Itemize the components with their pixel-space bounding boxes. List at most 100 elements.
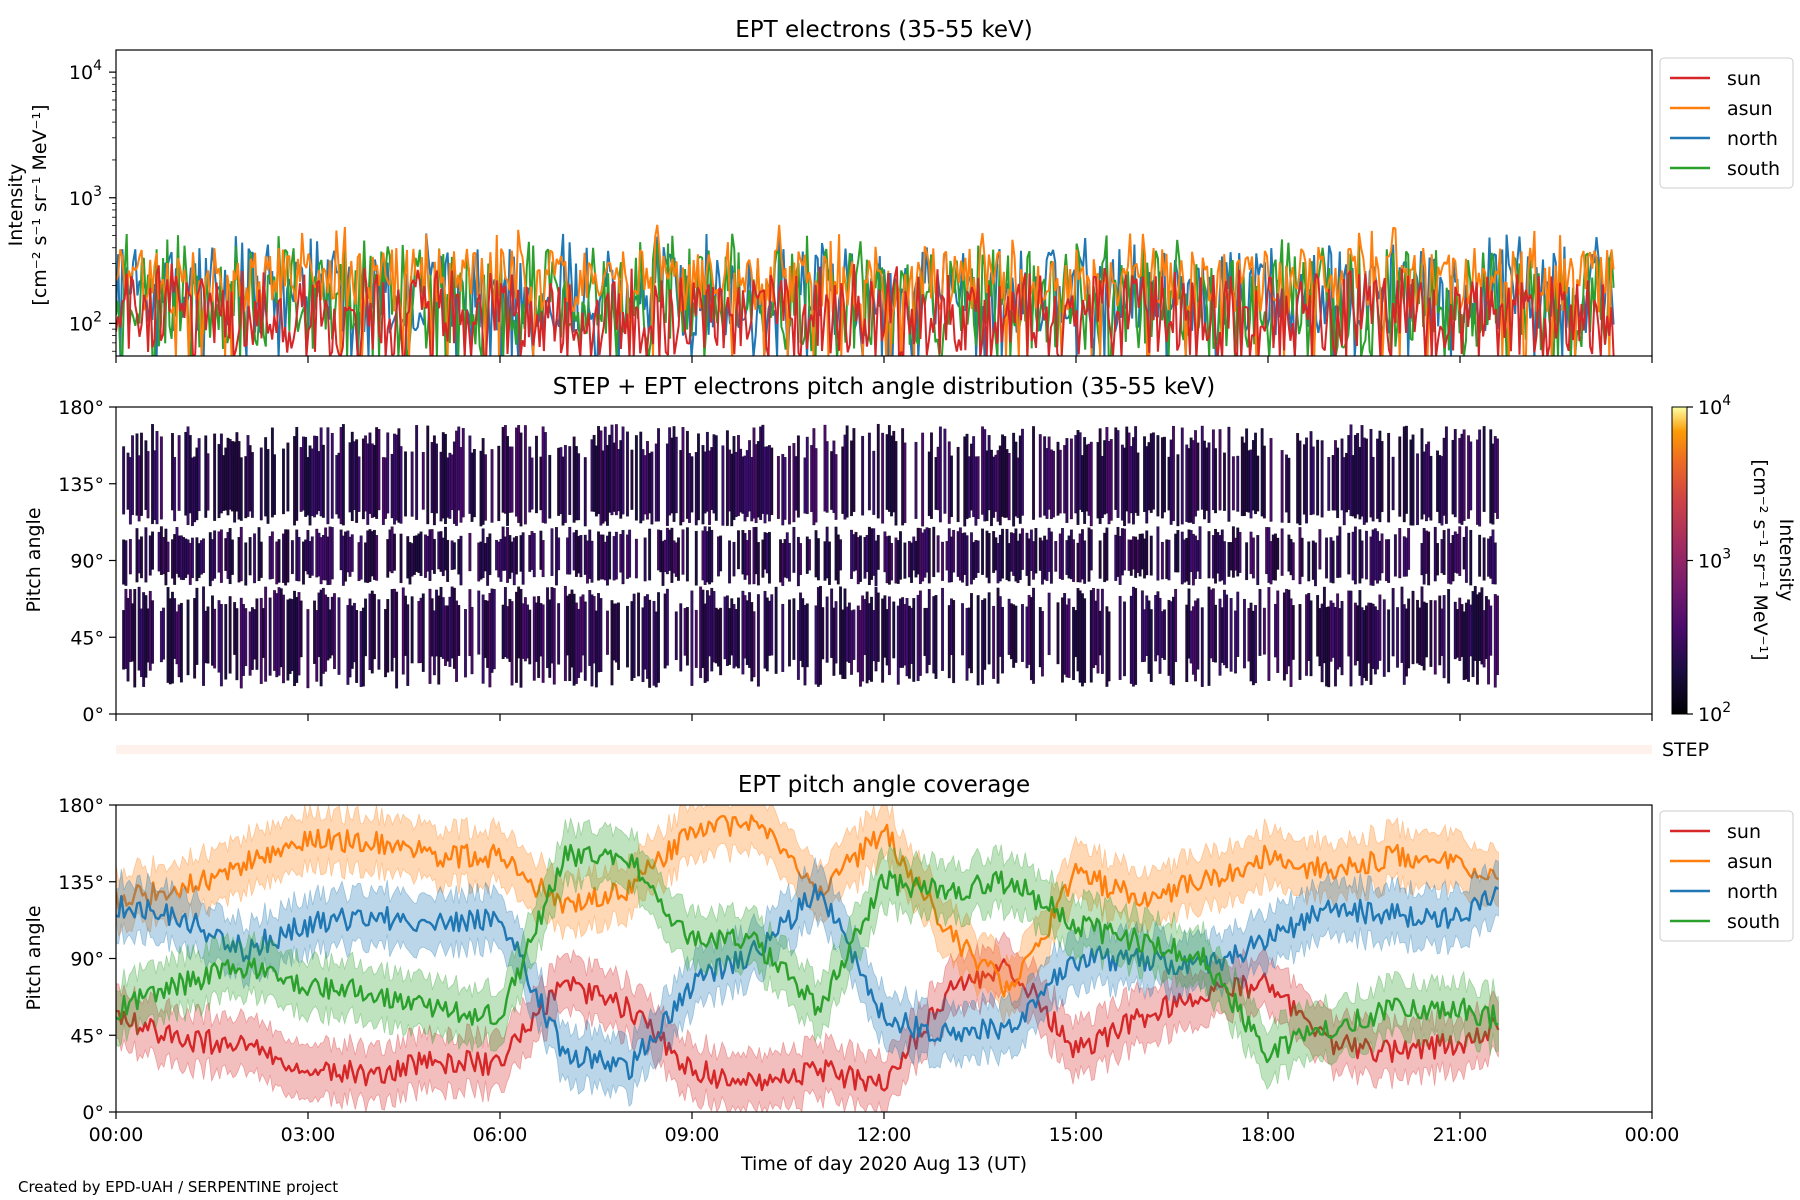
heatmap-cell xyxy=(1274,603,1277,658)
heatmap-cell xyxy=(1245,542,1249,581)
heatmap-cell xyxy=(577,453,581,521)
heatmap-cell xyxy=(1032,426,1035,520)
heatmap-cell xyxy=(621,530,625,585)
heatmap-cell xyxy=(597,593,600,673)
heatmap-cell xyxy=(539,530,543,570)
heatmap-cell xyxy=(1207,531,1211,579)
heatmap-cell xyxy=(1285,588,1288,675)
heatmap-cell xyxy=(654,611,658,688)
heatmap-cell xyxy=(350,534,354,572)
heatmap-cell xyxy=(457,605,461,656)
heatmap-cell xyxy=(173,598,177,659)
heatmap-cell xyxy=(1021,428,1024,516)
heatmap-cell xyxy=(310,536,314,576)
heatmap-cell xyxy=(532,533,536,578)
heatmap-cell xyxy=(845,425,849,518)
heatmap-cell xyxy=(648,599,652,688)
heatmap-cell xyxy=(1194,600,1197,682)
heatmap-cell xyxy=(259,541,263,578)
heatmap-cell xyxy=(1267,587,1271,681)
heatmap-cell xyxy=(808,539,811,571)
heatmap-cell xyxy=(219,529,223,583)
heatmap-cell xyxy=(1089,441,1093,527)
heatmap-cell xyxy=(1249,602,1253,682)
heatmap-cell xyxy=(1021,528,1024,570)
coverage-ylabel: Pitch angle xyxy=(23,905,45,1010)
heatmap-cell xyxy=(1365,530,1368,580)
heatmap-cell xyxy=(828,541,831,585)
heatmap-cell xyxy=(737,597,740,669)
heatmap-cell xyxy=(333,593,336,670)
heatmap-cell xyxy=(310,448,314,517)
heatmap-cell xyxy=(814,605,818,685)
heatmap-cell xyxy=(825,596,829,663)
heatmap-cell xyxy=(974,540,978,578)
panel-coverage-title: EPT pitch angle coverage xyxy=(738,772,1030,798)
heatmap-cell xyxy=(432,538,436,574)
heatmap-cell xyxy=(814,530,818,578)
heatmap-cell xyxy=(1223,452,1226,511)
heatmap-cell xyxy=(530,457,534,510)
heatmap-cell xyxy=(1223,541,1226,585)
heatmap-cell xyxy=(344,531,347,582)
heatmap-cell xyxy=(282,594,285,684)
heatmap-cell xyxy=(1411,434,1415,526)
heatmap-cell xyxy=(918,528,922,585)
heatmap-cell xyxy=(734,451,738,518)
heatmap-cell xyxy=(890,542,893,581)
heatmap-cell xyxy=(1478,534,1482,577)
heatmap-cell xyxy=(1172,425,1175,522)
heatmap-cell xyxy=(1236,455,1240,512)
heatmap-cell xyxy=(299,600,303,658)
heatmap-cell xyxy=(1391,588,1395,657)
heatmap-cell xyxy=(1158,597,1162,674)
heatmap-cell xyxy=(1196,442,1200,511)
heatmap-cell xyxy=(206,453,210,511)
heatmap-cell xyxy=(390,589,394,672)
legend-south-label: south xyxy=(1727,158,1780,180)
heatmap-cell xyxy=(1180,427,1184,525)
heatmap-cell xyxy=(523,425,527,525)
heatmap-cell xyxy=(195,537,199,582)
heatmap-cell xyxy=(468,532,472,572)
heatmap-cell xyxy=(224,604,228,680)
heatmap-cell xyxy=(255,598,259,670)
heatmap-cell xyxy=(1100,455,1104,519)
heatmap-cell xyxy=(1285,454,1288,513)
heatmap-cell xyxy=(748,530,751,585)
heatmap-cell xyxy=(368,529,372,582)
heatmap-cell xyxy=(1482,537,1486,581)
heatmap-cell xyxy=(961,603,964,656)
heatmap-cell xyxy=(1453,429,1457,518)
heatmap-cell xyxy=(146,451,150,519)
x-tick-label: 00:00 xyxy=(89,1124,144,1146)
heatmap-cell xyxy=(228,596,232,674)
heatmap-cell xyxy=(1043,535,1047,580)
heatmap-cell xyxy=(492,589,496,670)
heatmap-cell xyxy=(630,601,634,681)
heatmap-cell xyxy=(850,529,853,579)
heatmap-cell xyxy=(941,541,944,581)
heatmap-cell xyxy=(712,434,716,514)
heatmap-cell xyxy=(805,603,809,668)
heatmap-cell xyxy=(137,539,141,574)
heatmap-cell xyxy=(1180,531,1184,585)
colorbar-label-line1: Intensity xyxy=(1775,519,1797,602)
heatmap-cell xyxy=(1200,607,1204,687)
heatmap-cell xyxy=(821,607,825,660)
legend-north-label: north xyxy=(1727,128,1778,150)
heatmap-cell xyxy=(1229,598,1233,672)
heatmap-cell xyxy=(286,599,290,681)
heatmap-cell xyxy=(1118,595,1122,680)
heatmap-cell xyxy=(850,610,853,675)
heatmap-cell xyxy=(721,445,725,526)
heatmap-cell xyxy=(390,453,394,519)
heatmap-cell xyxy=(579,535,583,578)
heatmap-cell xyxy=(510,601,514,686)
heatmap-cell xyxy=(648,528,652,581)
heatmap-cell xyxy=(1098,540,1102,579)
panel-coverage: EPT pitch angle coverage 0° 45° 90° 135° 180… xyxy=(23,772,1794,1175)
heatmap-cell xyxy=(1287,457,1291,523)
heatmap-cell xyxy=(1416,453,1419,526)
